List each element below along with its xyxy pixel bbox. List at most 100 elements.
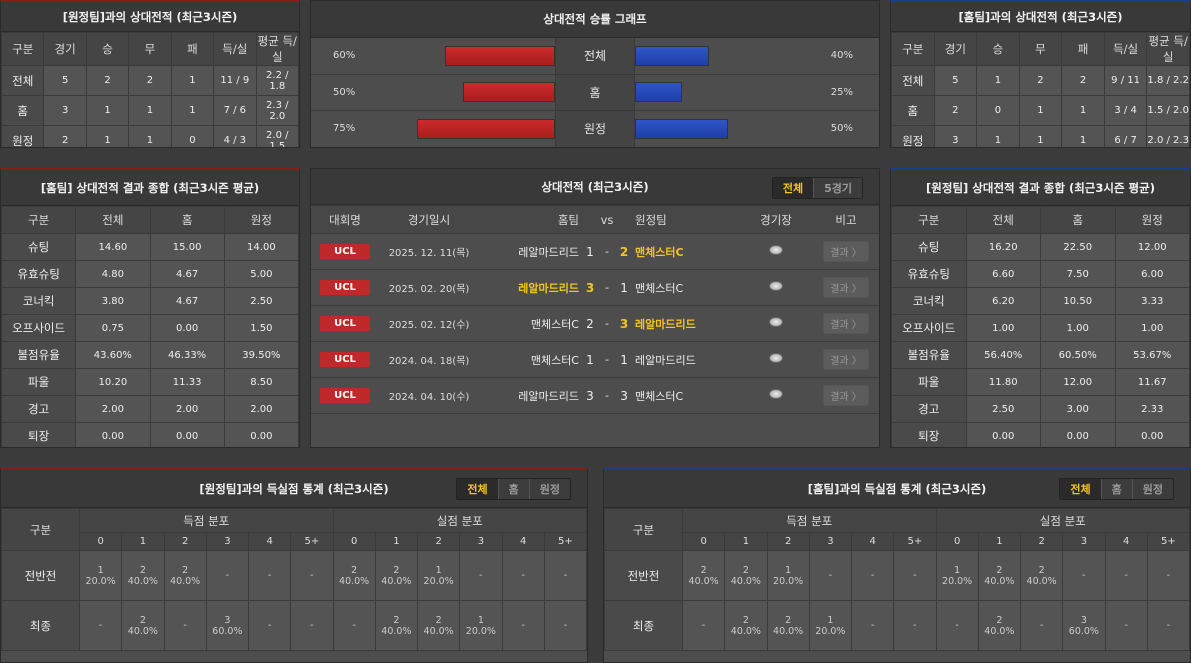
score-separator: - <box>601 377 613 414</box>
cell: 1 <box>976 65 1020 96</box>
table-row: 전체 5 2 2 1 11 / 9 2.2 / 1.8 <box>1 65 299 96</box>
cell: 6 / 7 <box>1103 125 1148 147</box>
result-button[interactable]: 결과 〉 <box>823 349 869 370</box>
goal-cell: 2 40.0% <box>977 600 1022 651</box>
table-row: 슈팅 14.60 15.00 14.00 <box>1 233 299 261</box>
row-label: 유효슈팅 <box>891 260 967 288</box>
tab-away[interactable]: 원정 <box>1131 479 1173 499</box>
col-header: 전체 <box>75 206 151 234</box>
result-button[interactable]: 결과 〉 <box>823 277 869 298</box>
count: - <box>310 620 314 631</box>
goal-count-header: 3 <box>808 532 853 551</box>
row-label: 경고 <box>1 395 77 423</box>
match-row[interactable]: UCL 2025. 12. 11(목) 레알마드리드 1-2 맨체스터C 결과 〉 <box>311 233 879 270</box>
conceded-header: 실점 분포 <box>332 508 587 533</box>
matches-title: 상대전적 (최근3시즌) <box>541 179 649 194</box>
cell: 3.33 <box>1114 287 1190 315</box>
away-summary-table: 구분 전체 홈 원정 슈팅 16.20 22.50 12.00 유효슈팅 6.60 7.50 6.00… <box>891 206 1190 447</box>
tab-all[interactable]: 전체 <box>457 479 498 499</box>
away-team: 맨체스터C <box>635 269 742 306</box>
left-bar <box>463 82 555 103</box>
result-button[interactable]: 결과 〉 <box>823 313 869 334</box>
col-header: 득/실 <box>1103 32 1148 66</box>
goal-cell: - <box>501 550 545 601</box>
tab-5games[interactable]: 5경기 <box>813 178 862 198</box>
winrate-graph-panel: 상대전적 승률 그래프 60% 전체 40% 50% 홈 25% 75% 원정 50% <box>310 0 880 148</box>
col-header: 무 <box>128 32 172 66</box>
stadium-icon[interactable] <box>769 353 784 363</box>
panel-title: 상대전적 (최근3시즌) 전체 5경기 <box>311 169 879 205</box>
corner-header: 구분 <box>604 508 683 551</box>
count: - <box>521 620 525 631</box>
winrate-graph: 60% 전체 40% 50% 홈 25% 75% 원정 50% <box>311 38 879 147</box>
cell: 3 <box>933 125 978 147</box>
count: - <box>1124 570 1128 581</box>
goal-cell: 1 20.0% <box>808 600 853 651</box>
cell: 4.67 <box>149 287 225 315</box>
match-row[interactable]: UCL 2025. 02. 12(수) 맨체스터C 2-3 레알마드리드 결과 〉 <box>311 305 879 342</box>
cell: 0.00 <box>965 422 1041 447</box>
left-pct: 50% <box>333 86 356 98</box>
cell: 1 <box>128 95 172 126</box>
goal-count-header: 5+ <box>543 532 587 551</box>
goal-cell: - <box>1062 550 1106 601</box>
match-row[interactable]: UCL 2024. 04. 18(목) 맨체스터C 1-1 레알마드리드 결과 〉 <box>311 341 879 378</box>
col-date: 경기일시 <box>379 205 479 234</box>
result-button[interactable]: 결과 〉 <box>823 385 869 406</box>
competition-badge: UCL <box>320 352 370 367</box>
stadium-icon[interactable] <box>769 389 784 399</box>
goal-count-header: 3 <box>459 532 503 551</box>
match-row[interactable]: UCL 2024. 04. 10(수) 레알마드리드 3-3 맨체스터C 결과 〉 <box>311 377 879 414</box>
goal-count-header: 2 <box>1019 532 1064 551</box>
table-row: 원정 3 1 1 1 6 / 7 2.0 / 2.3 <box>891 125 1190 147</box>
tab-all[interactable]: 전체 <box>1060 479 1101 499</box>
stadium-icon[interactable] <box>769 245 784 255</box>
col-header: 경기 <box>43 32 87 66</box>
count: - <box>563 570 568 581</box>
away-summary-panel: [원정팀] 상대전적 결과 종합 (최근3시즌 평균) 구분 전체 홈 원정 슈팅 16.… <box>890 168 1191 448</box>
table-row: 볼점유율 43.60% 46.33% 39.50% <box>1 341 299 369</box>
stadium-icon[interactable] <box>769 281 784 291</box>
table-row: 파울 11.80 12.00 11.67 <box>891 368 1190 396</box>
cell: 14.60 <box>75 233 151 261</box>
tab-home[interactable]: 홈 <box>1100 479 1132 499</box>
away-h2h-panel: [원정팀]과의 상대전적 (최근3시즌) 구분 경기 승 무 패 득/실 평균 득/실 전체 5… <box>0 0 300 148</box>
goal-cell: - <box>1146 600 1190 651</box>
goal-cell: - <box>808 550 853 601</box>
cell: 2 <box>43 125 87 147</box>
count: 2 <box>1038 564 1045 576</box>
competition-badge: UCL <box>320 388 370 403</box>
count: 1 <box>477 614 484 626</box>
table-row: 유효슈팅 6.60 7.50 6.00 <box>891 260 1190 288</box>
stadium-icon[interactable] <box>769 317 784 327</box>
count: - <box>870 570 875 581</box>
tab-away[interactable]: 원정 <box>528 479 570 499</box>
away-h2h-table: 구분 경기 승 무 패 득/실 평균 득/실 전체 5 2 2 1 11 / 9 2.2 / 1.8 홈 3 1… <box>1 32 299 147</box>
row-label: 유효슈팅 <box>1 260 77 288</box>
tab-home[interactable]: 홈 <box>497 479 529 499</box>
count: 2 <box>435 614 442 626</box>
row-label: 퇴장 <box>1 422 77 447</box>
cell: 14.00 <box>223 233 299 261</box>
table-row: 퇴장 0.00 0.00 0.00 <box>1 422 299 447</box>
panel-title: [원정팀]과의 득실점 통계 (최근3시즌) 전체 홈 원정 <box>1 470 587 508</box>
row-label: 슈팅 <box>891 233 967 261</box>
cell: 0.00 <box>75 422 151 447</box>
tab-all[interactable]: 전체 <box>772 178 814 198</box>
cell: 2 <box>1061 65 1105 96</box>
result-button[interactable]: 결과 〉 <box>823 241 869 262</box>
cell: 1 <box>1018 95 1063 126</box>
count: 2 <box>996 614 1003 626</box>
cell: 46.33% <box>149 341 225 369</box>
cell: 1 <box>85 125 130 147</box>
cell: 1 <box>170 95 215 126</box>
count: 2 <box>182 564 189 576</box>
col-header: 구분 <box>891 32 935 66</box>
match-row[interactable]: UCL 2025. 02. 20(목) 레알마드리드 3-1 맨체스터C 결과 〉 <box>311 269 879 306</box>
left-bar <box>444 45 555 66</box>
col-header: 원정 <box>223 206 299 234</box>
count: 3 <box>224 614 231 626</box>
table-row: 볼점유율 56.40% 60.50% 53.67% <box>891 341 1190 369</box>
match-date: 2025. 12. 11(목) <box>379 233 479 270</box>
cell: 7.50 <box>1040 260 1116 288</box>
